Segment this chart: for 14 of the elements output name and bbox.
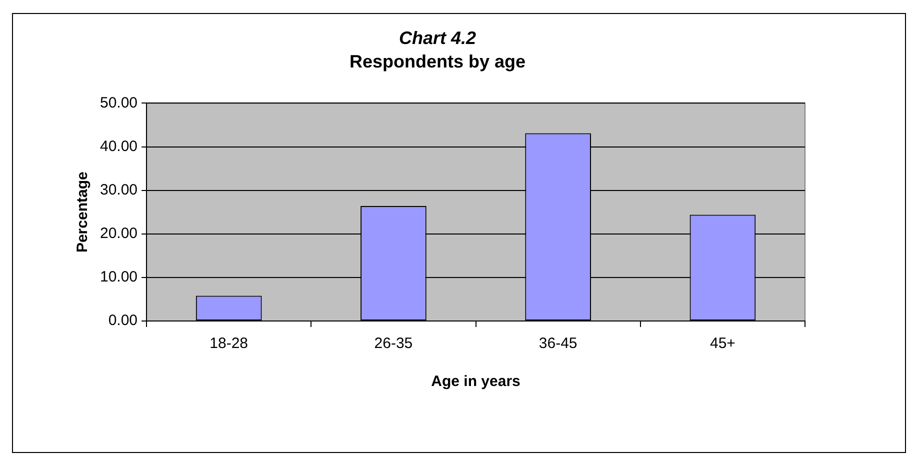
- y-tick-label: 10.00: [100, 268, 138, 286]
- x-tick-label: 18-28: [210, 335, 248, 352]
- y-tick-label: 20.00: [100, 225, 138, 242]
- y-tick-label: 40.00: [100, 138, 138, 155]
- chart-subtitle: Respondents by age: [349, 51, 526, 72]
- x-tick-label: 26-35: [374, 335, 413, 352]
- x-axis-title: Age in years: [431, 373, 520, 390]
- y-tick-label: 0.00: [108, 312, 138, 330]
- y-axis-title: Percentage: [74, 172, 92, 253]
- y-tick-label: 50.00: [100, 94, 138, 112]
- chart-title: Chart 4.2: [398, 28, 476, 48]
- x-tick-label: 36-45: [538, 335, 578, 352]
- y-tick-label: 30.00: [100, 181, 138, 198]
- x-tick-label: 45+: [710, 335, 736, 352]
